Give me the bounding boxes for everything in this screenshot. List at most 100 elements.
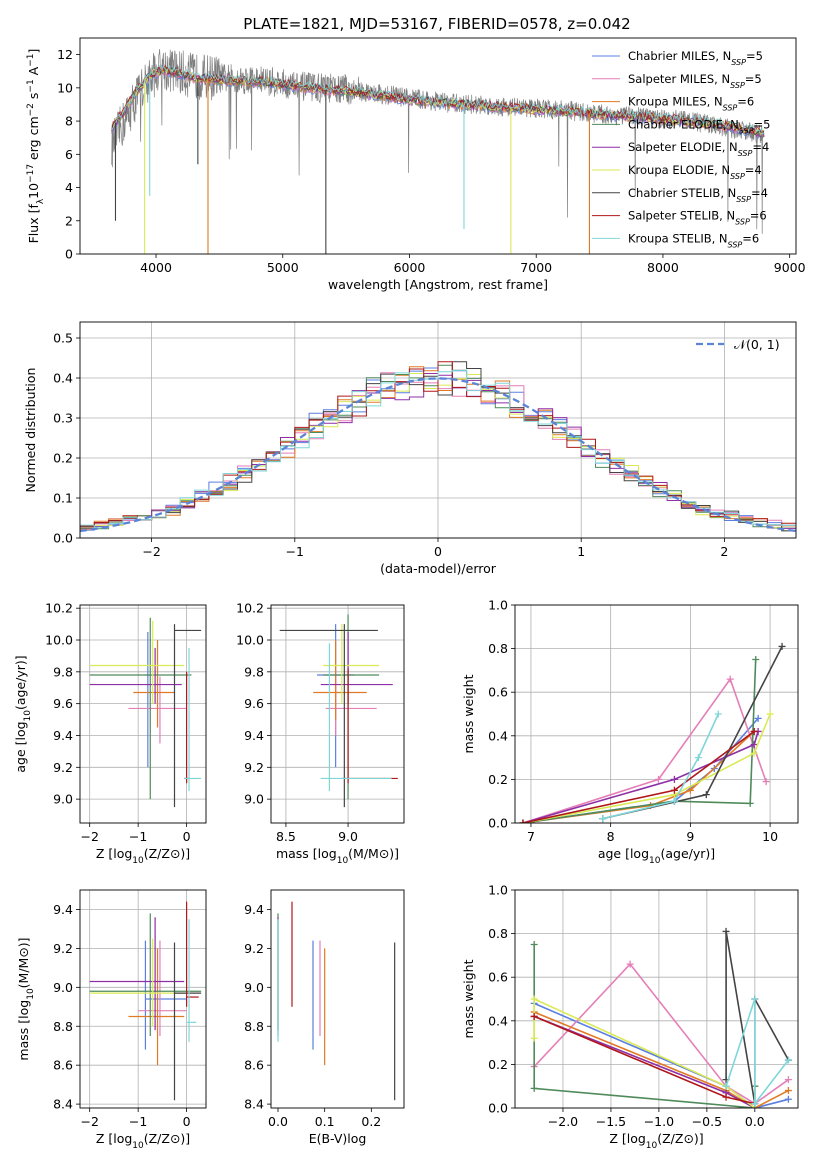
label-part: (age/yr)] (13, 655, 28, 710)
spectrum-frame (79, 37, 797, 255)
y-tick-label: 9.0 (53, 980, 73, 995)
label-part: mass weight (461, 959, 476, 1038)
label-part: (Z/Z⊙)] (144, 846, 190, 861)
label-part: (age/yr)] (660, 846, 715, 861)
x-tick-label: −0.5 (692, 1114, 722, 1129)
age-vs-mass-plot-area (279, 614, 398, 808)
y-axis-label: Normed distribution (23, 368, 38, 493)
y-tick-label: 6 (65, 147, 73, 162)
y-tick-label: 0.3 (53, 411, 73, 426)
mass-weight-marker (722, 1093, 730, 1101)
x-tick-label: 4000 (140, 260, 172, 275)
label-part: Flux [f (26, 204, 41, 244)
weight-vs-z-axes: −2.0 −1.5 −1.0 −0.5 0.0 0.0 0.2 0.4 0.6 0.8 1.0 Z [… (461, 883, 799, 1151)
y-tick-label: 9.4 (244, 902, 264, 917)
label-part: (Z/Z⊙)] (657, 1131, 703, 1146)
legend-entry-sub: SSP (730, 172, 745, 181)
mass-weight-marker (530, 1012, 538, 1020)
x-tick-label: 6000 (394, 260, 426, 275)
mass-weight-marker (750, 741, 758, 749)
y-tick-label: 9.6 (53, 696, 73, 711)
label-part: erg cm (26, 116, 41, 164)
mass-weight-marker (530, 995, 538, 1003)
mass-vs-ebv-plot-area (277, 901, 396, 1101)
mass-weight-marker (599, 815, 607, 823)
x-axis-label: Z [log10(Z/Z⊙)] (96, 1131, 190, 1151)
weight-vs-z-plot-area (530, 927, 792, 1108)
mass-weight-marker (752, 656, 760, 663)
x-axis-label: wavelength [Angstrom, rest frame] (328, 277, 548, 292)
legend-entry-name: Chabrier STELIB, N (628, 186, 736, 200)
legend-entry: Kroupa STELIB, NSSP=6 (628, 231, 759, 249)
legend-entry: Kroupa ELODIE, NSSP=4 (628, 163, 762, 181)
legend-entry-suffix: =6 (750, 209, 767, 223)
x-tick-label: −1 (129, 1114, 147, 1129)
label-part: −2 (26, 103, 36, 116)
label-part: mass [log (16, 1000, 31, 1061)
y-tick-label: 9.4 (244, 728, 264, 743)
label-part: s (26, 93, 41, 104)
legend-entry-name: Salpeter MILES, N (628, 72, 730, 86)
y-tick-label: 0.2 (488, 772, 508, 787)
age-vs-mass-axes: 8.5 9.0 9.0 9.2 9.4 9.6 9.8 10.0 10.2 mass [log10… (236, 601, 405, 866)
y-tick-label: 10 (57, 80, 73, 95)
label-part: Z [log (96, 846, 132, 861)
legend-entry: Chabrier STELIB, NSSP=4 (628, 186, 768, 204)
y-tick-label: 0.0 (488, 816, 508, 831)
mass-weight-marker (722, 1082, 730, 1090)
label-part: 10 (337, 856, 349, 866)
x-tick-label: −2 (142, 544, 160, 559)
legend-entry-name: Chabrier MILES, N (628, 49, 731, 63)
mass-weight-marker (670, 775, 678, 783)
x-tick-label: 9000 (774, 260, 806, 275)
mass-weight-marker (766, 710, 774, 718)
y-tick-label: 9.8 (53, 664, 73, 679)
residuals-plot-area (80, 361, 796, 538)
legend-entry-name: Salpeter ELODIE, N (628, 140, 738, 154)
legend-entry: Salpeter ELODIE, NSSP=4 (628, 140, 769, 158)
mass-weight-marker (754, 714, 762, 722)
x-tick-label: −1 (129, 829, 147, 844)
label-part: Normed distribution (23, 368, 38, 493)
y-tick-label: 8 (65, 114, 73, 129)
x-tick-label: −1.0 (644, 1114, 674, 1129)
y-tick-label: 9.2 (244, 760, 264, 775)
label-part: age [log (13, 721, 28, 772)
x-axis-label: Z [log10(Z/Z⊙)] (96, 846, 190, 866)
label-part: wavelength [Angstrom, rest frame] (328, 277, 548, 292)
x-tick-label: 0 (183, 829, 191, 844)
y-axis-label: age [log10(age/yr)] (13, 655, 33, 772)
label-part: 10 (649, 856, 661, 866)
mass-weight-marker (784, 1087, 792, 1095)
label-part: mass weight (461, 674, 476, 753)
legend-entry: Salpeter MILES, NSSP=5 (628, 72, 762, 90)
y-tick-label: 10.0 (236, 633, 264, 648)
mass-weight-line (522, 677, 767, 823)
legend-entry-name: Kroupa ELODIE, N (628, 163, 730, 177)
x-tick-label: −2 (80, 1114, 98, 1129)
legend-entry-sub: SSP (736, 194, 751, 203)
y-tick-label: 9.2 (244, 941, 264, 956)
mass-vs-z-frame (79, 889, 207, 1109)
label-part: ] (26, 49, 41, 54)
label-part: (M/M⊙)] (16, 937, 31, 988)
x-tick-label: 5000 (267, 260, 299, 275)
x-tick-label: 0 (434, 544, 442, 559)
mass-weight-marker (654, 775, 662, 783)
legend-entry-name: Chabrier ELODIE, N (628, 117, 739, 131)
y-tick-label: 0.0 (488, 1101, 508, 1116)
legend-entry-sub: SSP (728, 240, 743, 249)
y-tick-label: 10.2 (236, 601, 264, 616)
y-tick-label: 8.6 (53, 1058, 73, 1073)
legend-entry-sub: SSP (730, 80, 745, 89)
label-part: 10 (23, 710, 33, 722)
x-axis-label: (data-model)/error (380, 561, 497, 576)
mass-weight-marker (784, 1056, 792, 1064)
x-tick-label: 0.0 (745, 1114, 765, 1129)
legend-entry: Chabrier MILES, NSSP=5 (628, 49, 763, 67)
x-tick-label: 9 (686, 829, 694, 844)
y-tick-label: 12 (57, 47, 73, 62)
mass-weight-marker (762, 778, 770, 786)
